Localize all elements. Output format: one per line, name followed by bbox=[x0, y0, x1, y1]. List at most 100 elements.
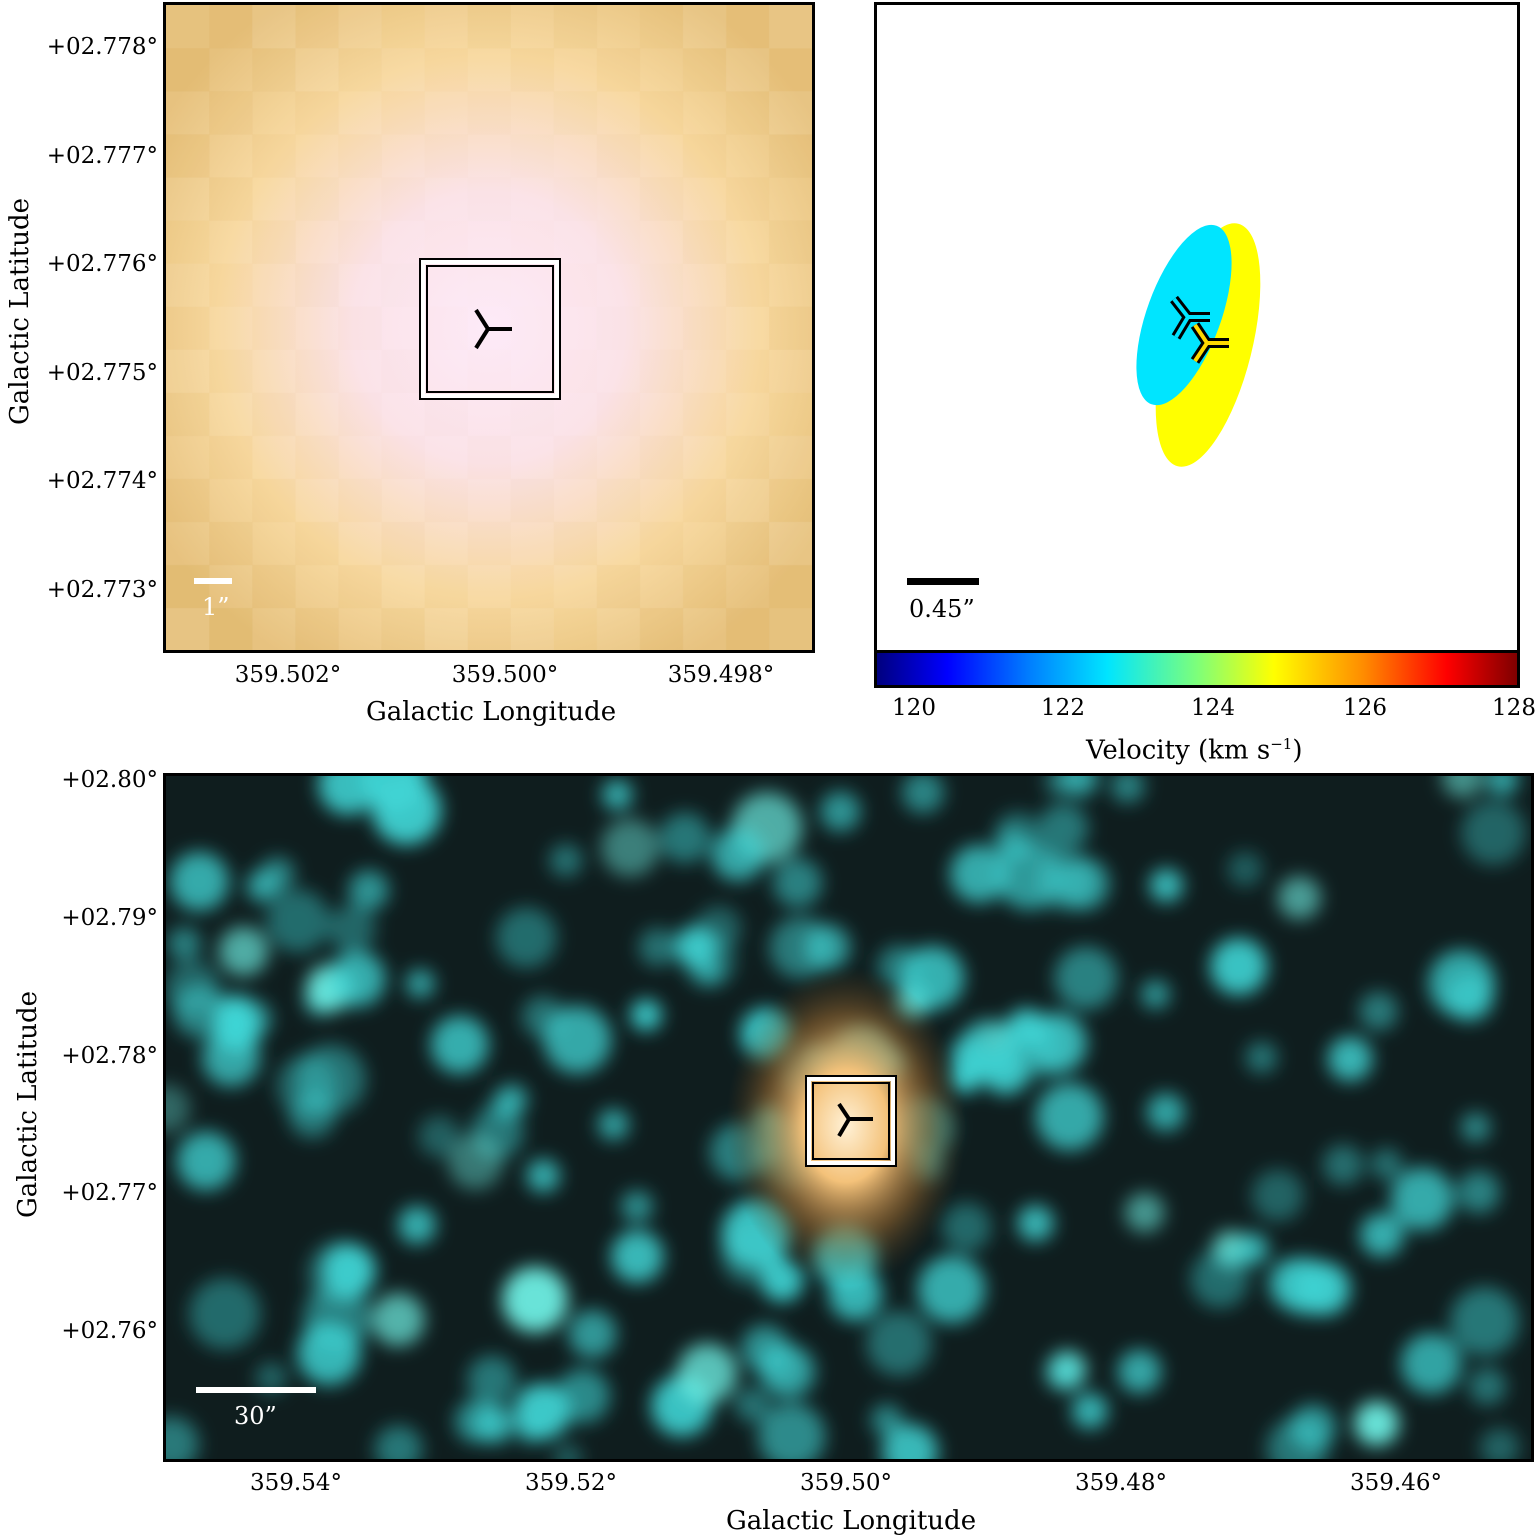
emission-blob bbox=[496, 907, 557, 968]
colorbar-tick-label: 124 bbox=[1191, 695, 1235, 721]
image-pixel bbox=[209, 306, 253, 351]
image-pixel bbox=[511, 479, 555, 523]
emission-blob bbox=[329, 950, 386, 1007]
emission-blob bbox=[1290, 1404, 1336, 1451]
image-pixel bbox=[553, 521, 598, 566]
image-pixel bbox=[682, 564, 727, 609]
xtick-label: 359.502° bbox=[234, 662, 342, 688]
image-pixel bbox=[338, 521, 382, 566]
image-pixel bbox=[424, 479, 468, 523]
ytick-label: +02.778° bbox=[46, 34, 158, 60]
emission-blob bbox=[176, 1131, 236, 1191]
emission-blob bbox=[1359, 991, 1398, 1031]
emission-blob bbox=[1354, 1401, 1399, 1446]
image-pixel bbox=[209, 435, 253, 480]
emission-blob bbox=[1017, 1205, 1054, 1242]
image-pixel bbox=[639, 607, 684, 650]
image-pixel bbox=[381, 48, 425, 92]
image-pixel bbox=[511, 306, 555, 350]
x-axis-label: Galactic Longitude bbox=[366, 697, 617, 727]
image-pixel bbox=[424, 350, 468, 394]
emission-blob bbox=[917, 1255, 986, 1324]
image-pixel bbox=[467, 5, 512, 49]
emission-blob bbox=[371, 1293, 425, 1347]
ytick-label: +02.79° bbox=[61, 905, 158, 931]
image-pixel bbox=[424, 177, 468, 221]
image-pixel bbox=[683, 350, 727, 394]
emission-blob bbox=[405, 969, 435, 999]
image-pixel bbox=[640, 436, 684, 480]
image-pixel bbox=[768, 564, 812, 609]
image-pixel bbox=[510, 607, 555, 650]
image-pixel bbox=[166, 91, 210, 135]
image-pixel bbox=[683, 91, 727, 135]
image-pixel bbox=[166, 134, 210, 178]
image-pixel bbox=[467, 479, 511, 523]
image-pixel bbox=[682, 607, 727, 650]
image-pixel bbox=[725, 607, 770, 650]
image-pixel bbox=[511, 134, 555, 178]
image-pixel bbox=[768, 91, 812, 135]
image-pixel bbox=[166, 177, 210, 221]
emission-blob bbox=[1479, 1428, 1520, 1459]
image-pixel bbox=[209, 479, 253, 523]
emission-blob bbox=[711, 827, 765, 882]
image-pixel bbox=[252, 5, 296, 49]
source-box bbox=[419, 258, 561, 400]
image-pixel bbox=[554, 177, 598, 221]
emission-blob bbox=[900, 946, 965, 1010]
image-pixel bbox=[683, 177, 727, 221]
emission-blob bbox=[1117, 1349, 1162, 1394]
image-pixel bbox=[511, 350, 555, 394]
image-pixel bbox=[553, 5, 598, 49]
image-pixel bbox=[338, 134, 382, 178]
image-pixel bbox=[511, 565, 555, 609]
image-pixel bbox=[554, 436, 598, 480]
image-pixel bbox=[725, 177, 770, 221]
wide-field-image: 30” bbox=[166, 776, 1531, 1459]
emission-blob bbox=[1450, 1287, 1520, 1356]
emission-blob bbox=[255, 1362, 288, 1394]
emission-blob bbox=[327, 905, 376, 953]
image-pixel bbox=[295, 91, 339, 135]
image-pixel bbox=[511, 177, 555, 221]
image-pixel bbox=[424, 134, 468, 178]
ytick-label: +02.774° bbox=[46, 468, 158, 494]
emission-blob bbox=[950, 844, 1008, 903]
emission-blob bbox=[758, 1403, 826, 1459]
emission-blob bbox=[322, 1243, 376, 1298]
image-pixel bbox=[769, 608, 812, 650]
image-pixel bbox=[640, 91, 684, 135]
emission-blob bbox=[1277, 876, 1321, 920]
emission-blob bbox=[769, 916, 832, 979]
emission-blob bbox=[1149, 868, 1184, 903]
image-pixel bbox=[769, 177, 812, 221]
image-pixel bbox=[209, 350, 253, 394]
image-pixel bbox=[683, 263, 727, 307]
image-pixel bbox=[639, 521, 684, 566]
image-pixel bbox=[597, 393, 641, 437]
image-pixel bbox=[640, 479, 684, 523]
image-pixel bbox=[554, 48, 598, 92]
image-pixel bbox=[467, 436, 511, 480]
emission-blob bbox=[189, 1278, 261, 1350]
image-pixel bbox=[252, 350, 296, 394]
emission-blob bbox=[297, 1321, 361, 1385]
image-pixel bbox=[769, 393, 812, 437]
image-pixel bbox=[597, 134, 641, 178]
emission-blob bbox=[1035, 1082, 1104, 1151]
image-pixel bbox=[295, 134, 339, 178]
emission-blob bbox=[682, 934, 737, 988]
image-pixel bbox=[769, 263, 812, 307]
image-pixel bbox=[424, 5, 468, 49]
emission-blob bbox=[1460, 1112, 1491, 1143]
image-pixel bbox=[511, 263, 555, 307]
image-pixel bbox=[597, 263, 641, 307]
image-pixel bbox=[252, 522, 296, 566]
image-pixel bbox=[338, 393, 382, 437]
emission-blob bbox=[568, 1309, 617, 1359]
image-pixel bbox=[252, 393, 296, 437]
image-pixel bbox=[166, 521, 210, 566]
emission-blob bbox=[866, 1310, 932, 1376]
image-pixel bbox=[295, 5, 339, 49]
